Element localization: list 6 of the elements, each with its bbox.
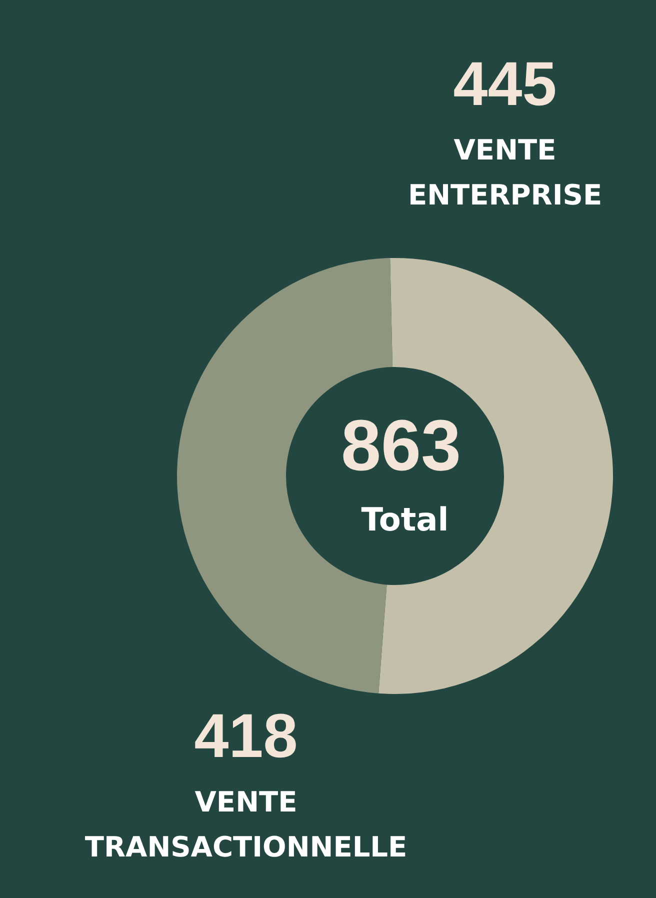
slice-label: VENTE ENTERPRISE bbox=[408, 133, 602, 212]
text: 863 bbox=[340, 406, 462, 486]
data-label: 445 bbox=[453, 50, 557, 120]
text: Total bbox=[361, 500, 449, 538]
slice-label: VENTE TRANSACTIONNELLE bbox=[84, 785, 408, 864]
data-label: 418 bbox=[194, 702, 298, 772]
